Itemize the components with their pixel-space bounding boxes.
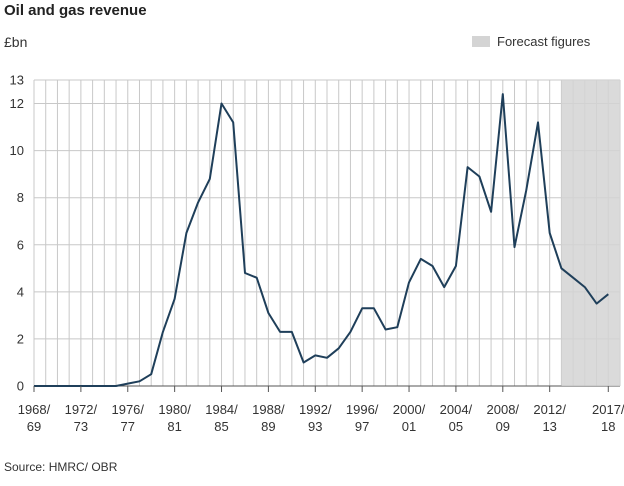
legend-forecast-swatch [472, 36, 490, 47]
x-tick-label: 1988/ [252, 402, 285, 417]
x-tick-label: 1968/ [18, 402, 51, 417]
y-tick-label: 13 [10, 73, 24, 88]
x-tick-label: 2004/ [440, 402, 473, 417]
grid-layer [33, 79, 621, 387]
forecast-region [561, 80, 620, 386]
x-tick-label: 77 [121, 419, 135, 434]
y-tick-label: 0 [17, 379, 24, 394]
y-tick-label: 12 [10, 96, 24, 111]
series-layer [34, 93, 609, 387]
x-tick-label: 1972/ [65, 402, 98, 417]
x-tick-label: 69 [27, 419, 41, 434]
x-tick-label: 18 [601, 419, 615, 434]
x-tick-label: 2017/ [592, 402, 624, 417]
x-tick-label: 13 [542, 419, 556, 434]
legend-forecast-label: Forecast figures [497, 34, 591, 49]
x-tick-label: 89 [261, 419, 275, 434]
x-tick-label: 09 [496, 419, 510, 434]
x-tick-label: 85 [214, 419, 228, 434]
y-tick-label: 2 [17, 331, 24, 346]
series-line-revenue [34, 93, 609, 387]
x-tick-label: 1984/ [205, 402, 238, 417]
x-tick-label: 97 [355, 419, 369, 434]
x-tick-label: 93 [308, 419, 322, 434]
y-tick-label: 8 [17, 190, 24, 205]
x-tick-label: 2000/ [393, 402, 426, 417]
source-note: Source: HMRC/ OBR [4, 460, 118, 474]
chart-title: Oil and gas revenue [4, 2, 147, 19]
x-tick-label: 2008/ [487, 402, 520, 417]
x-tick-label: 05 [449, 419, 463, 434]
x-tick-label: 1992/ [299, 402, 332, 417]
y-tick-label: 4 [17, 284, 24, 299]
x-tick-label: 1976/ [111, 402, 144, 417]
y-tick-label: 6 [17, 237, 24, 252]
y-tick-labels: 0 2 4 6 8 10 12 13 [10, 73, 24, 394]
y-tick-label: 10 [10, 143, 24, 158]
x-tick-label: 01 [402, 419, 416, 434]
x-tick-label: 1980/ [158, 402, 191, 417]
x-tick-label: 73 [74, 419, 88, 434]
forecast-shading [561, 80, 620, 386]
x-tick-label: 2012/ [533, 402, 566, 417]
legend: Forecast figures [472, 34, 590, 49]
y-axis-unit-label: £bn [4, 34, 28, 50]
x-tick-label: 1996/ [346, 402, 379, 417]
x-tick-labels: 1968/69 1972/73 1976/77 1980/81 1984/85 1988/… [18, 386, 624, 434]
x-tick-label: 81 [167, 419, 181, 434]
